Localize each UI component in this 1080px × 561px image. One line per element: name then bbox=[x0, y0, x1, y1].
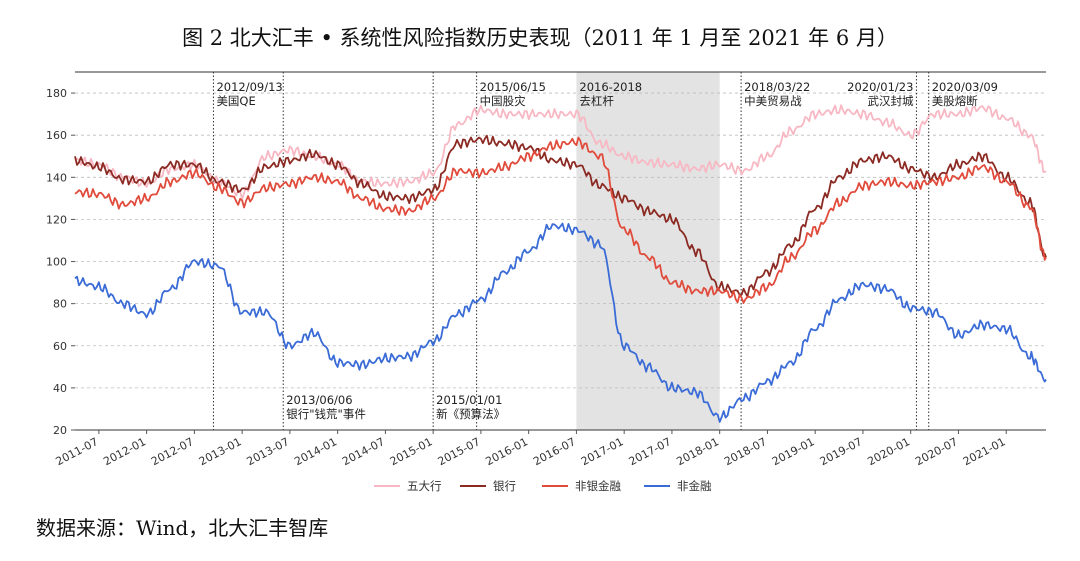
grid-lines bbox=[75, 92, 1046, 389]
x-tick-label: 2020-01 bbox=[865, 435, 912, 468]
event-name-label: 新《预算法》 bbox=[436, 407, 505, 421]
series-line-2 bbox=[74, 136, 1047, 304]
x-tick-label: 2013-07 bbox=[245, 435, 292, 468]
y-tick-label: 100 bbox=[46, 256, 67, 269]
event-date-label: 2015/01/01 bbox=[436, 393, 502, 407]
x-tick-label: 2019-01 bbox=[770, 435, 817, 468]
x-tick-label: 2016-01 bbox=[483, 435, 530, 468]
x-tick-label: 2020-07 bbox=[913, 435, 960, 468]
event-name-label: 银行"钱荒"事件 bbox=[286, 407, 366, 421]
y-tick-label: 160 bbox=[46, 129, 67, 142]
x-tick-label: 2017-01 bbox=[579, 435, 626, 468]
event-date-label: 2020/03/09 bbox=[932, 80, 998, 94]
x-tick-label: 2019-07 bbox=[818, 435, 865, 468]
legend-label-1: 银行 bbox=[493, 479, 516, 493]
x-tick-label: 2012-07 bbox=[149, 435, 196, 468]
event-date-label: 2020/01/23 bbox=[847, 80, 913, 94]
shaded-region-sublabel: 去杠杆 bbox=[579, 94, 614, 108]
x-tick-label: 2012-01 bbox=[101, 435, 148, 468]
y-tick-label: 40 bbox=[53, 382, 67, 395]
event-lines bbox=[212, 72, 930, 430]
y-tick-label: 60 bbox=[53, 340, 67, 353]
x-tick-label: 2014-01 bbox=[292, 435, 339, 468]
event-date-label: 2013/06/06 bbox=[286, 393, 352, 407]
event-name-label: 美国QE bbox=[216, 94, 255, 108]
event-date-label: 2018/03/22 bbox=[744, 80, 810, 94]
event-name-label: 中国股灾 bbox=[480, 94, 526, 108]
event-date-label: 2015/06/15 bbox=[480, 80, 546, 94]
figure-title: 图 2 北大汇丰 • 系统性风险指数历史表现（2011 年 1 月至 2021 … bbox=[182, 26, 898, 50]
y-tick-label: 140 bbox=[46, 171, 67, 184]
y-tick-label: 20 bbox=[53, 424, 67, 437]
shaded-region-rect bbox=[576, 72, 720, 430]
y-tick-label: 120 bbox=[46, 213, 67, 226]
deleveraging-shaded-region bbox=[576, 72, 720, 430]
data-series bbox=[74, 104, 1047, 423]
x-tick-label: 2018-01 bbox=[674, 435, 721, 468]
axes bbox=[71, 71, 1046, 434]
legend-label-2: 非银金融 bbox=[575, 479, 621, 493]
event-name-label: 中美贸易战 bbox=[744, 94, 802, 108]
x-tick-label: 2018-07 bbox=[722, 435, 769, 468]
x-tick-label: 2016-07 bbox=[531, 435, 578, 468]
event-name-label: 美股熔断 bbox=[932, 94, 978, 108]
series-line-1 bbox=[74, 134, 1047, 298]
x-tick-label: 2013-01 bbox=[197, 435, 244, 468]
legend: 五大行 银行 非银金融 非金融 bbox=[374, 479, 712, 493]
event-name-label: 武汉封城 bbox=[867, 94, 913, 108]
y-tick-label: 80 bbox=[53, 298, 67, 311]
legend-label-3: 非金融 bbox=[677, 479, 712, 493]
series-line-3 bbox=[74, 222, 1047, 423]
x-tick-label: 2015-07 bbox=[436, 435, 483, 468]
data-source-note: 数据来源：Wind，北大汇丰智库 bbox=[36, 516, 329, 540]
x-tick-label: 2021-01 bbox=[961, 435, 1008, 468]
x-tick-label: 2017-07 bbox=[627, 435, 674, 468]
y-tick-label: 180 bbox=[46, 87, 67, 100]
x-tick-label: 2014-07 bbox=[340, 435, 387, 468]
legend-label-0: 五大行 bbox=[407, 479, 442, 493]
event-date-label: 2012/09/13 bbox=[216, 80, 282, 94]
x-tick-label: 2011-07 bbox=[54, 435, 101, 468]
shaded-region-label: 2016-2018 bbox=[579, 80, 642, 94]
x-tick-label: 2015-01 bbox=[388, 435, 435, 468]
